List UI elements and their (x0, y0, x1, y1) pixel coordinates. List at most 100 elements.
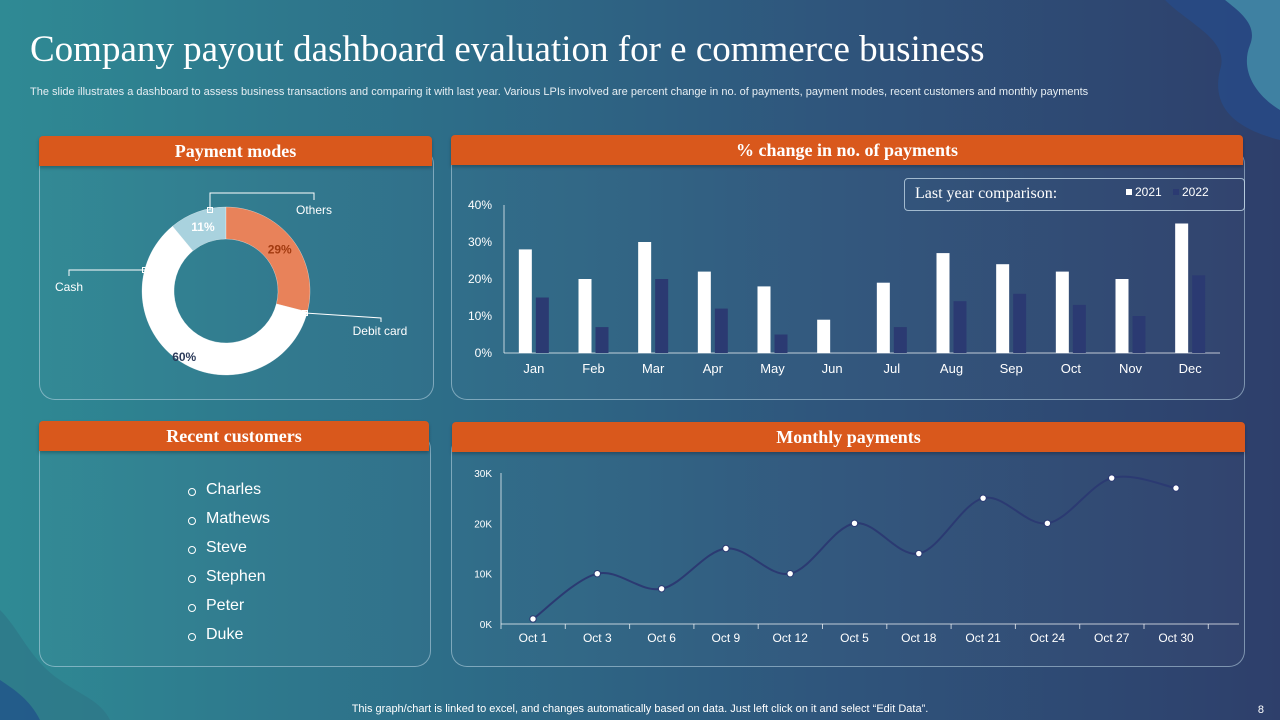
x-tick-label: Apr (703, 361, 724, 376)
bar-2021-jun[interactable] (817, 319, 831, 353)
bar-2022-mar[interactable] (655, 279, 669, 353)
x-tick-label: Oct 5 (840, 631, 869, 645)
customer-list: Charles Mathews Steve Stephen Peter Duke (186, 481, 270, 655)
bar-2021-aug[interactable] (936, 253, 950, 353)
bar-2022-feb[interactable] (595, 327, 609, 353)
legend-item-2022: 2022 (1173, 185, 1209, 199)
bar-2021-jul[interactable] (876, 282, 890, 353)
bar-2021-jan[interactable] (518, 249, 532, 353)
payment-modes-donut-chart[interactable]: 11% 29% 60% Others Cash Debit card (36, 160, 436, 410)
donut-label-debit-card: Debit card (353, 324, 408, 338)
list-item[interactable]: Duke (186, 626, 270, 655)
payment-modes-header: Payment modes (39, 136, 432, 166)
bar-2022-nov[interactable] (1132, 316, 1146, 353)
y-tick-label: 10K (474, 570, 492, 581)
page-subtitle: The slide illustrates a dashboard to ass… (30, 86, 1089, 98)
leader-anchor (142, 267, 148, 273)
customer-name: Duke (206, 626, 244, 643)
y-tick-label: 30K (474, 469, 492, 480)
line-point-oct-3[interactable] (593, 569, 602, 578)
recent-customers-header: Recent customers (39, 421, 429, 451)
x-tick-label: Jul (884, 361, 901, 376)
x-tick-label: Oct 21 (965, 631, 1001, 645)
leader-line (209, 192, 315, 210)
line-point-oct-1[interactable] (529, 615, 537, 623)
customer-name: Stephen (206, 568, 266, 585)
page-number: 8 (1257, 704, 1264, 716)
bar-2021-mar[interactable] (638, 242, 652, 353)
x-tick-label: Oct 24 (1030, 631, 1066, 645)
list-item[interactable]: Charles (186, 481, 270, 510)
donut-value-label-others: 11% (191, 220, 215, 234)
leader-line (304, 312, 382, 322)
x-tick-label: Dec (1179, 361, 1203, 376)
bullet-icon (188, 546, 196, 554)
list-item[interactable]: Peter (186, 597, 270, 626)
x-tick-label: Oct 27 (1094, 631, 1130, 645)
line-point-oct-27[interactable] (1108, 474, 1116, 482)
bar-2022-sep[interactable] (1013, 293, 1027, 353)
bar-2021-nov[interactable] (1115, 279, 1129, 353)
line-point-oct-5[interactable] (850, 519, 859, 528)
y-tick-label: 20% (468, 272, 492, 286)
line-point-oct-18[interactable] (915, 549, 923, 558)
bullet-icon (188, 575, 196, 583)
bar-2021-dec[interactable] (1175, 223, 1189, 354)
bar-2021-oct[interactable] (1055, 271, 1069, 353)
bar-2021-sep[interactable] (996, 264, 1010, 353)
legend-title: Last year comparison: (915, 185, 1058, 202)
donut-value-label-debit-card: 60% (172, 350, 196, 364)
donut-slice-debit-card[interactable] (141, 225, 308, 376)
x-tick-label: Nov (1119, 361, 1143, 376)
change-payments-header: % change in no. of payments (451, 135, 1243, 165)
line-point-oct-24[interactable] (1043, 519, 1052, 528)
x-tick-label: Oct 12 (773, 631, 809, 645)
monthly-payments-line-chart[interactable]: 0K 10K 20K 30K Oct 1 Oct 3 Oct 6 Oct 9 Oct 12 Oct… (452, 460, 1242, 650)
x-tick-label: Oct 1 (519, 631, 548, 645)
list-item[interactable]: Mathews (186, 510, 270, 539)
bar-2021-feb[interactable] (578, 279, 592, 353)
leader-anchor (302, 310, 308, 316)
y-tick-label: 40% (468, 198, 492, 212)
bar-2021-may[interactable] (757, 286, 771, 353)
change-payments-bar-chart[interactable]: 0% 10% 20% 30% 40% Jan Feb Mar Apr May Jun Jul Aug Se… (452, 195, 1242, 395)
bar-2021-apr[interactable] (697, 271, 711, 353)
bar-2022-jan[interactable] (535, 297, 549, 354)
donut-label-cash: Cash (55, 280, 83, 294)
payments-line[interactable] (532, 475, 1177, 620)
x-tick-label: Oct 30 (1158, 631, 1194, 645)
bar-2022-apr[interactable] (714, 308, 728, 353)
line-point-oct-21[interactable] (979, 494, 987, 502)
x-tick-label: Aug (940, 361, 963, 376)
legend-item-2021: 2021 (1126, 185, 1162, 199)
line-point-oct-12[interactable] (786, 569, 794, 578)
bar-2022-may[interactable] (774, 334, 788, 354)
customer-name: Steve (206, 539, 247, 556)
bar-2022-dec[interactable] (1192, 275, 1206, 353)
customer-name: Peter (206, 597, 245, 614)
footer-note: This graph/chart is linked to excel, and… (351, 703, 929, 715)
x-tick-label: Jun (822, 361, 843, 376)
bullet-icon (188, 488, 196, 496)
y-tick-label: 30% (468, 235, 492, 249)
x-tick-label: Oct 9 (712, 631, 741, 645)
legend-label-2021: 2021 (1135, 185, 1162, 199)
line-point-oct-9[interactable] (722, 544, 730, 553)
bar-2022-oct[interactable] (1072, 304, 1086, 353)
x-tick-label: Oct 18 (901, 631, 937, 645)
list-item[interactable]: Stephen (186, 568, 270, 597)
bar-2022-aug[interactable] (953, 301, 967, 353)
bar-2022-jul[interactable] (893, 327, 907, 353)
legend-label-2022: 2022 (1182, 185, 1209, 199)
x-tick-label: Sep (1000, 361, 1023, 376)
y-tick-label: 0K (480, 620, 493, 631)
x-tick-label: Oct (1061, 361, 1082, 376)
donut-slice-cash[interactable] (225, 206, 311, 313)
leader-line (68, 269, 145, 276)
donut-label-others: Others (296, 203, 332, 217)
line-point-oct-30[interactable] (1172, 484, 1180, 492)
x-tick-label: Oct 6 (647, 631, 676, 645)
leader-anchor (207, 207, 213, 213)
list-item[interactable]: Steve (186, 539, 270, 568)
line-point-oct-6[interactable] (657, 585, 666, 593)
